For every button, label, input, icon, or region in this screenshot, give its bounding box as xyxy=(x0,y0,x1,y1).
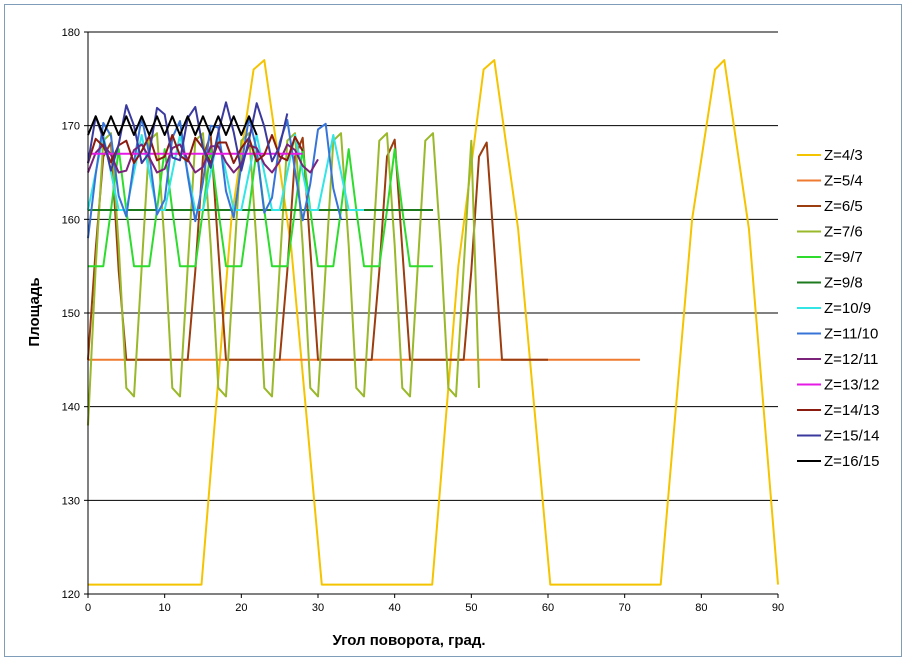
x-tick-label: 70 xyxy=(619,602,631,614)
x-tick-label: 10 xyxy=(159,602,171,614)
legend-label: Z=14/13 xyxy=(824,402,879,419)
legend-label: Z=4/3 xyxy=(824,147,863,164)
chart-frame: 0 10 20 30 40 50 60 70 80 90 120 130 140 150 160 170 180… xyxy=(4,4,902,657)
legend-label: Z=10/9 xyxy=(824,300,871,317)
x-tick-label: 60 xyxy=(542,602,554,614)
series-line-4 xyxy=(87,132,480,426)
x-tick-label: 50 xyxy=(465,602,477,614)
x-axis-title: Угол поворота, град. xyxy=(332,632,485,649)
tick-labels: 0 10 20 30 40 50 60 70 80 90 120 130 140 150 160 170 180 xyxy=(62,27,784,614)
legend-label: Z=13/12 xyxy=(824,377,879,394)
x-tick-label: 80 xyxy=(695,602,707,614)
legend-label: Z=12/11 xyxy=(824,351,878,368)
y-tick-label: 150 xyxy=(62,308,80,320)
legend-label: Z=6/5 xyxy=(824,198,863,215)
series-line-11 xyxy=(87,134,304,165)
legend-label: Z=9/7 xyxy=(824,249,863,266)
legend-label: Z=11/10 xyxy=(824,326,878,343)
y-tick-label: 170 xyxy=(62,121,80,133)
x-tick-label: 20 xyxy=(235,602,247,614)
gridlines xyxy=(88,31,778,595)
series-lines xyxy=(87,59,779,586)
x-tick-label: 90 xyxy=(772,602,784,614)
x-tick-label: 0 xyxy=(85,602,91,614)
axes xyxy=(84,31,779,598)
series-line-9 xyxy=(87,143,319,174)
legend-label: Z=15/14 xyxy=(824,428,879,445)
y-axis-title: Площадь xyxy=(26,277,43,346)
line-chart: 0 10 20 30 40 50 60 70 80 90 120 130 140 150 160 170 180… xyxy=(26,27,879,649)
series-line-3 xyxy=(87,134,548,361)
y-tick-label: 140 xyxy=(62,402,80,414)
y-tick-label: 160 xyxy=(62,214,80,226)
legend-label: Z=5/4 xyxy=(824,173,863,190)
series-line-7 xyxy=(87,134,364,211)
legend: Z=4/3 Z=5/4 Z=6/5 Z=7/6 Z=9/7 Z=9/8 Z=10/9 Z=11… xyxy=(797,147,879,470)
legend-label: Z=16/15 xyxy=(824,453,879,470)
series-line-5 xyxy=(88,148,433,268)
legend-label: Z=9/8 xyxy=(824,275,863,292)
x-tick-label: 30 xyxy=(312,602,324,614)
x-tick-label: 40 xyxy=(389,602,401,614)
y-tick-label: 180 xyxy=(62,27,80,39)
legend-label: Z=7/6 xyxy=(824,224,863,241)
series-line-1 xyxy=(88,59,779,586)
y-tick-label: 120 xyxy=(62,589,80,601)
y-tick-label: 130 xyxy=(62,495,80,507)
series-line-13 xyxy=(87,115,258,136)
